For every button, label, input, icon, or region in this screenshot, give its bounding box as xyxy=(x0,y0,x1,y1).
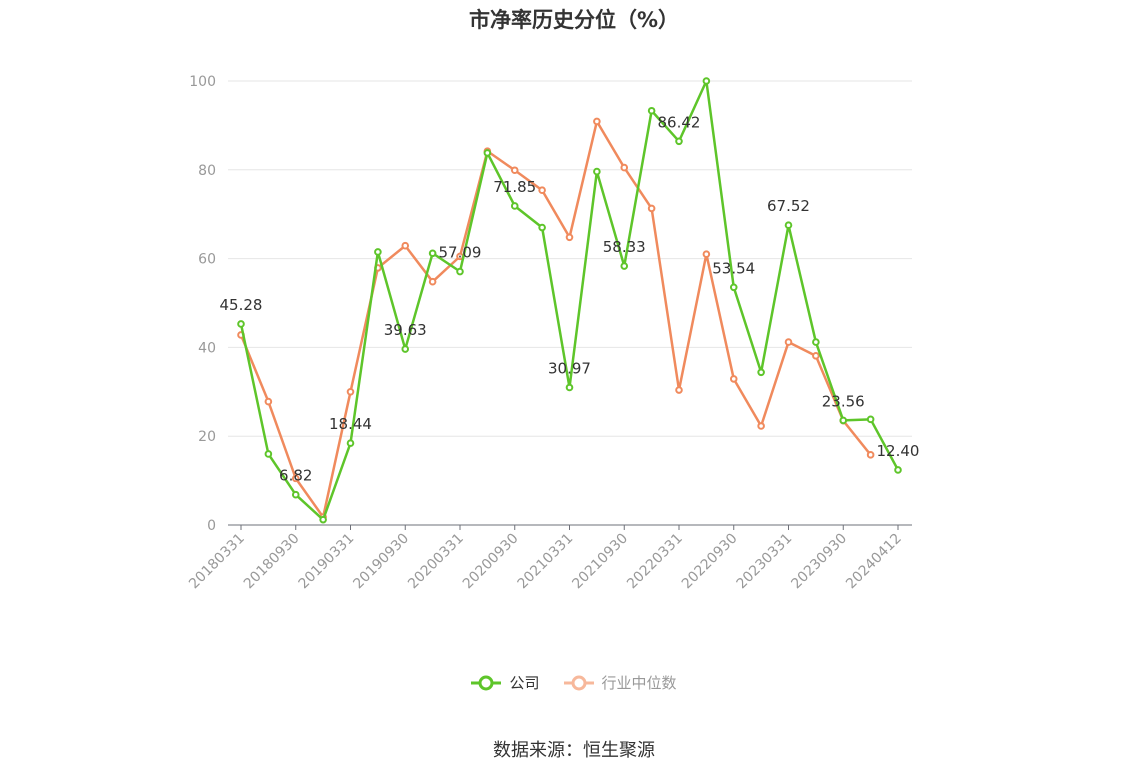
data-point xyxy=(319,515,327,524)
series-line xyxy=(239,120,872,519)
data-point xyxy=(346,439,355,447)
legend-industry-label: 行业中位数 xyxy=(601,674,677,692)
data-label: 45.28 xyxy=(220,296,263,314)
data-point xyxy=(784,338,793,346)
data-point xyxy=(866,451,875,459)
data-point xyxy=(291,490,300,499)
axes: 0 20 40 60 80 100 2018033120180930201903312019… xyxy=(186,74,912,592)
x-tick-label: 20220331 xyxy=(624,531,686,593)
data-point xyxy=(702,250,711,258)
data-label: 71.85 xyxy=(493,178,536,196)
data-point xyxy=(237,320,245,328)
x-tick-label: 20200331 xyxy=(405,531,467,593)
data-point xyxy=(401,345,410,353)
data-point xyxy=(593,117,601,126)
data-point xyxy=(401,241,410,250)
data-point xyxy=(565,233,574,242)
data-point xyxy=(675,137,683,146)
data-point xyxy=(647,106,656,115)
x-tick-label: 20230331 xyxy=(734,531,796,593)
data-point xyxy=(593,167,601,176)
data-point xyxy=(565,383,574,392)
data-point xyxy=(757,422,765,430)
data-label: 18.44 xyxy=(329,415,372,433)
data-point xyxy=(784,221,793,230)
y-tick-label: 0 xyxy=(207,518,216,534)
x-tick-label: 20190930 xyxy=(350,531,412,593)
data-point xyxy=(538,223,546,232)
legend-company-label: 公司 xyxy=(509,674,540,692)
x-tick-label: 20180331 xyxy=(186,531,248,593)
series-industry-median xyxy=(237,117,875,521)
series-layer xyxy=(237,77,902,524)
source-note: 数据来源：恒生聚源 xyxy=(493,740,655,761)
legend-item-industry-median[interactable]: 行业中位数 xyxy=(563,672,677,693)
legend: 公司 行业中位数 xyxy=(0,672,1148,693)
data-label: 57.09 xyxy=(439,244,482,262)
data-labels: 45.28 6.82 18.44 39.63 57.09 71.85 30.97 58.33 8… xyxy=(220,113,920,484)
x-tick-label: 20190331 xyxy=(296,531,358,593)
data-point xyxy=(264,397,273,406)
data-point xyxy=(538,186,546,195)
legend-company-marker-icon xyxy=(471,675,502,690)
data-point xyxy=(757,368,765,377)
data-point xyxy=(291,474,300,483)
x-tick-label: 20200930 xyxy=(460,531,522,593)
data-point xyxy=(812,352,820,360)
data-point xyxy=(729,375,738,383)
data-point xyxy=(620,262,629,270)
data-point xyxy=(264,450,273,458)
data-point xyxy=(620,163,629,172)
data-label: 53.54 xyxy=(712,259,755,277)
data-point xyxy=(812,338,820,346)
x-tick-label: 20240412 xyxy=(843,531,905,593)
y-tick-label: 60 xyxy=(198,252,216,268)
series-line xyxy=(239,79,900,521)
data-point xyxy=(894,466,902,474)
data-label: 6.82 xyxy=(279,467,312,485)
y-tick-label: 80 xyxy=(198,163,216,179)
legend-item-company[interactable]: 公司 xyxy=(471,672,540,693)
data-point xyxy=(374,248,382,256)
data-point xyxy=(428,277,437,286)
data-point xyxy=(675,386,683,394)
y-tick-label: 40 xyxy=(198,340,216,356)
data-point xyxy=(647,204,656,213)
data-label: 12.40 xyxy=(877,442,920,460)
series-company xyxy=(237,77,902,524)
x-tick-label: 20210930 xyxy=(569,531,631,593)
data-label: 30.97 xyxy=(548,359,591,377)
x-tick-label: 20210331 xyxy=(515,531,577,593)
x-tick-label: 20180930 xyxy=(241,531,303,593)
legend-industry-marker-icon xyxy=(563,675,594,690)
data-point xyxy=(729,283,738,292)
x-tick-label: 20230930 xyxy=(788,531,850,593)
data-point xyxy=(510,202,519,210)
data-label: 39.63 xyxy=(384,321,427,339)
data-point xyxy=(428,249,437,258)
chart-title: 市净率历史分位（%） xyxy=(468,8,680,32)
data-label: 58.33 xyxy=(603,238,646,256)
y-tick-label: 100 xyxy=(189,74,216,90)
data-point xyxy=(702,77,711,85)
data-point xyxy=(346,388,355,396)
data-point xyxy=(483,149,492,157)
data-point xyxy=(456,267,464,276)
data-point xyxy=(510,166,519,175)
data-label: 23.56 xyxy=(822,392,865,410)
data-label: 86.42 xyxy=(658,113,701,131)
data-point xyxy=(866,415,875,424)
data-label: 67.52 xyxy=(767,197,810,215)
data-point xyxy=(839,416,848,425)
y-tick-label: 20 xyxy=(198,429,216,445)
x-tick-label: 20220930 xyxy=(679,531,741,593)
